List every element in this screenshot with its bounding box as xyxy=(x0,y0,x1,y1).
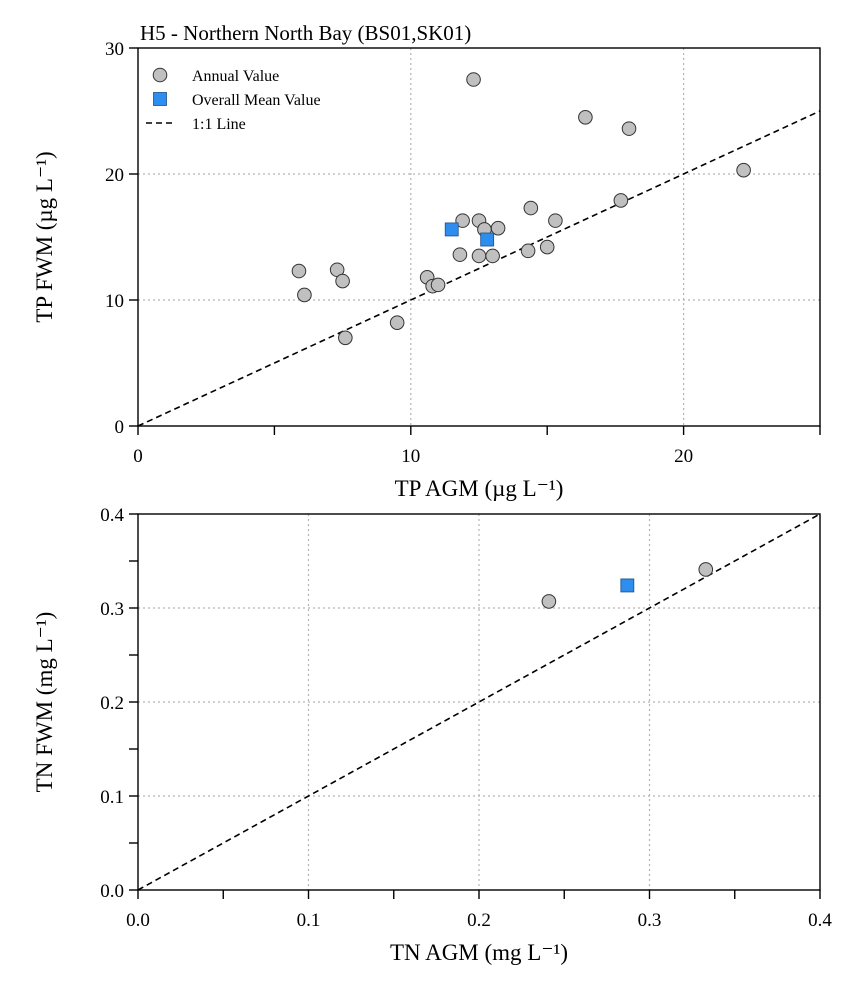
annual-value-point xyxy=(490,220,506,236)
annual-value-point xyxy=(548,213,563,228)
annual-value-point xyxy=(485,248,500,264)
annual-value-point xyxy=(578,110,593,125)
annual-value-point xyxy=(621,121,637,136)
annual-value-point xyxy=(291,263,307,279)
legend-label: Overall Mean Value xyxy=(192,92,321,109)
overall-mean-point xyxy=(620,578,635,593)
x-axis-label: TP AGM (µg L⁻¹) xyxy=(395,476,564,501)
chart-title: H5 - Northern North Bay (BS01,SK01) xyxy=(140,21,471,45)
y-tick-label: 0.4 xyxy=(100,505,124,526)
plot-frame xyxy=(137,47,821,427)
x-tick-label: 0.1 xyxy=(297,910,321,931)
x-tick-label: 0.2 xyxy=(467,910,491,931)
legend-swatch-circle xyxy=(152,67,168,83)
overall-mean-point xyxy=(480,232,495,247)
x-tick-label: 0.0 xyxy=(126,910,150,931)
y-tick-label: 20 xyxy=(105,165,124,186)
annual-value-point xyxy=(520,243,536,259)
x-tick-label: 0.4 xyxy=(808,910,832,931)
y-tick-label: 0.1 xyxy=(100,787,124,808)
x-tick-label: 0 xyxy=(133,446,143,467)
legend-label: 1:1 Line xyxy=(192,116,246,133)
y-axis-label: TP FWM (µg L⁻¹) xyxy=(32,151,57,322)
y-tick-label: 0.0 xyxy=(100,881,124,902)
y-tick-label: 0.2 xyxy=(100,693,124,714)
annual-value-point xyxy=(523,200,539,216)
x-tick-label: 20 xyxy=(674,446,693,467)
overall-mean-point xyxy=(444,222,459,237)
y-tick-label: 30 xyxy=(105,39,124,60)
annual-value-point xyxy=(455,213,470,228)
y-axis-label: TN FWM (mg L⁻¹) xyxy=(32,612,57,793)
x-tick-label: 10 xyxy=(401,446,420,467)
annual-value-point xyxy=(736,162,751,178)
legend-label: Annual Value xyxy=(192,68,279,85)
annual-value-point xyxy=(698,562,714,577)
x-axis-label: TN AGM (mg L⁻¹) xyxy=(390,940,568,965)
annual-value-point xyxy=(430,277,446,293)
one-to-one-line xyxy=(137,110,821,427)
annual-value-point xyxy=(297,287,312,303)
annual-value-point xyxy=(539,239,555,255)
annual-value-point xyxy=(541,594,557,609)
annual-value-point xyxy=(389,315,405,330)
x-tick-label: 0.3 xyxy=(638,910,662,931)
y-tick-label: 10 xyxy=(105,291,124,312)
annual-value-point xyxy=(338,330,353,346)
legend-swatch-square xyxy=(153,92,167,106)
annual-value-point xyxy=(466,72,481,87)
annual-value-point xyxy=(452,247,468,262)
y-tick-label: 0.3 xyxy=(100,599,124,620)
annual-value-point xyxy=(613,193,629,208)
annual-value-point xyxy=(335,273,350,289)
annual-value-point xyxy=(471,248,487,264)
y-tick-label: 0 xyxy=(115,417,125,438)
